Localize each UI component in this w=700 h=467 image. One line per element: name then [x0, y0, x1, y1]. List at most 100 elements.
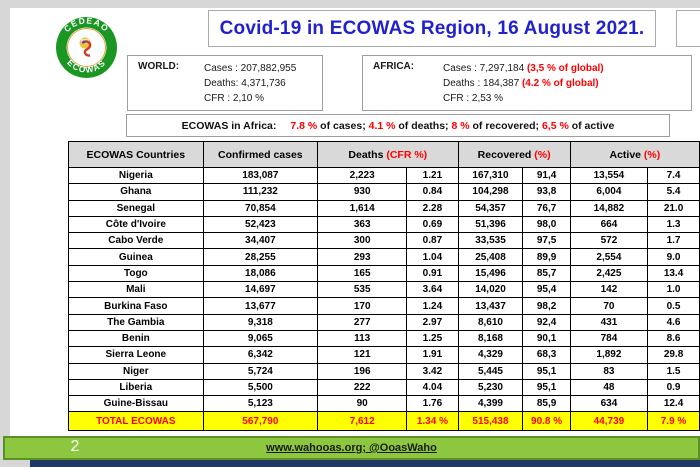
- value-cell: 8,610: [457, 313, 524, 331]
- total-label-cell: TOTAL ECOWAS: [68, 411, 204, 432]
- country-cell: Guinea: [68, 248, 204, 266]
- value-cell: 515,438: [457, 411, 524, 432]
- header-deaths: Deaths (CFR %): [317, 141, 459, 168]
- country-cell: Togo: [68, 264, 204, 283]
- summary-segment: 8 %: [451, 119, 470, 132]
- value-cell: 98,2: [522, 297, 571, 315]
- country-cell: Liberia: [68, 378, 204, 397]
- value-cell: 4,399: [457, 395, 524, 413]
- value-cell: 9.0: [647, 248, 700, 266]
- africa-stats-box: AFRICA: Cases : 7,297,184 (3,5 % of glob…: [362, 55, 692, 111]
- website-link[interactable]: www.wahooas.org; @OoasWaho: [266, 442, 437, 454]
- value-cell: 431: [569, 313, 649, 331]
- value-cell: 2.97: [406, 313, 459, 331]
- summary-segment: of active: [568, 119, 615, 132]
- value-cell: 1.21: [406, 166, 459, 185]
- value-cell: 363: [317, 215, 408, 234]
- value-cell: 1,892: [569, 346, 649, 364]
- summary-segment: 7.8 %: [290, 119, 318, 132]
- value-cell: 784: [569, 329, 649, 348]
- value-cell: 14,882: [569, 199, 649, 217]
- value-cell: 76,7: [522, 199, 571, 217]
- value-cell: 13,677: [202, 297, 319, 315]
- value-cell: 1.25: [406, 329, 459, 348]
- value-cell: 2.28: [406, 199, 459, 217]
- value-cell: 1.0: [647, 281, 700, 299]
- table-row: Mali 14,697 535 3.64 14,020 95,4 142 1.0: [68, 281, 700, 299]
- country-cell: Sierra Leone: [68, 346, 204, 364]
- value-cell: 14,020: [457, 281, 524, 299]
- africa-cfr: CFR : 2,53 %: [443, 93, 504, 104]
- value-cell: 95,1: [522, 362, 571, 380]
- table-row: Senegal 70,854 1,614 2.28 54,357 76,7 14,882 21…: [68, 199, 700, 217]
- country-cell: Senegal: [68, 199, 204, 217]
- country-cell: Ghana: [68, 183, 204, 201]
- value-cell: 93,8: [522, 183, 571, 201]
- value-cell: 5,123: [202, 395, 319, 413]
- value-cell: 33,535: [457, 232, 524, 250]
- value-cell: 28,255: [202, 248, 319, 266]
- value-cell: 7,612: [317, 411, 408, 432]
- value-cell: 18,086: [202, 264, 319, 283]
- table-row: Benin 9,065 113 1.25 8,168 90,1 784 8.6: [68, 329, 700, 348]
- table-row: Niger 5,724 196 3.42 5,445 95,1 83 1.5: [68, 362, 700, 380]
- value-cell: 0.9: [647, 378, 700, 397]
- value-cell: 44,739: [569, 411, 649, 432]
- logo-bottom-text: ECOWAS: [65, 57, 106, 75]
- value-cell: 293: [317, 248, 408, 266]
- value-cell: 2,554: [569, 248, 649, 266]
- partial-corner-box: [676, 10, 700, 47]
- ecowas-summary-label: ECOWAS in Africa:: [181, 119, 277, 132]
- value-cell: 97,5: [522, 232, 571, 250]
- ecowas-logo-svg: CEDEAO ECOWAS: [56, 15, 117, 78]
- africa-deaths: Deaths : 184,387 (4.2 % of global): [443, 78, 599, 89]
- value-cell: 167,310: [457, 166, 524, 185]
- header-recovered: Recovered (%): [457, 141, 571, 168]
- table-row: Guinea 28,255 293 1.04 25,408 89,9 2,554 9.0: [68, 248, 700, 266]
- value-cell: 92,4: [522, 313, 571, 331]
- value-cell: 3.42: [406, 362, 459, 380]
- country-cell: Cabo Verde: [68, 232, 204, 250]
- value-cell: 12.4: [647, 395, 700, 413]
- value-cell: 1.5: [647, 362, 700, 380]
- value-cell: 95,4: [522, 281, 571, 299]
- ecowas-summary-values: 7.8 % of cases; 4.1 % of deaths; 8 % of …: [290, 120, 614, 132]
- value-cell: 1.91: [406, 346, 459, 364]
- value-cell: 90: [317, 395, 408, 413]
- value-cell: 85,9: [522, 395, 571, 413]
- country-cell: Niger: [68, 362, 204, 380]
- ecowas-summary-bar: ECOWAS in Africa: 7.8 % of cases; 4.1 % o…: [126, 114, 670, 137]
- summary-segment: of recovered;: [469, 119, 542, 132]
- value-cell: 1.24: [406, 297, 459, 315]
- value-cell: 1.04: [406, 248, 459, 266]
- table-row: Togo 18,086 165 0.91 15,496 85,7 2,425 13.4: [68, 264, 700, 283]
- value-cell: 13,437: [457, 297, 524, 315]
- value-cell: 5,445: [457, 362, 524, 380]
- value-cell: 104,298: [457, 183, 524, 201]
- svg-text:ECOWAS: ECOWAS: [65, 57, 107, 75]
- value-cell: 13,554: [569, 166, 649, 185]
- value-cell: 277: [317, 313, 408, 331]
- value-cell: 4.04: [406, 378, 459, 397]
- value-cell: 85,7: [522, 264, 571, 283]
- value-cell: 0.87: [406, 232, 459, 250]
- value-cell: 0.84: [406, 183, 459, 201]
- value-cell: 1,614: [317, 199, 408, 217]
- value-cell: 48: [569, 378, 649, 397]
- value-cell: 142: [569, 281, 649, 299]
- value-cell: 535: [317, 281, 408, 299]
- value-cell: 664: [569, 215, 649, 234]
- covid-data-table: ECOWAS Countries Confirmed cases Deaths …: [68, 141, 700, 432]
- world-label: WORLD:: [138, 61, 180, 72]
- header-active: Active (%): [569, 141, 700, 168]
- table-header-row: ECOWAS Countries Confirmed cases Deaths …: [68, 141, 700, 168]
- value-cell: 2,223: [317, 166, 408, 185]
- value-cell: 5,230: [457, 378, 524, 397]
- value-cell: 6,342: [202, 346, 319, 364]
- country-cell: Côte d'Ivoire: [68, 215, 204, 234]
- value-cell: 21.0: [647, 199, 700, 217]
- value-cell: 9,065: [202, 329, 319, 348]
- value-cell: 1.3: [647, 215, 700, 234]
- value-cell: 70,854: [202, 199, 319, 217]
- value-cell: 83: [569, 362, 649, 380]
